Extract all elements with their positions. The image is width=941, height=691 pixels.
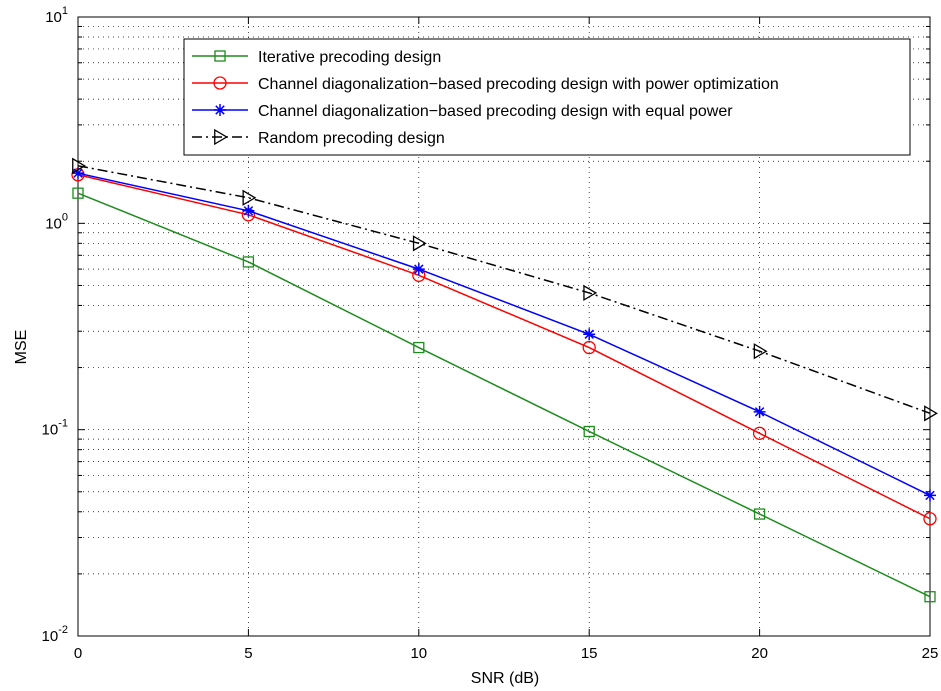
- data-series: [71, 157, 938, 603]
- x-tick-label: 20: [751, 645, 768, 662]
- legend-entry-label: Channel diagonalization−based precoding …: [258, 76, 779, 93]
- x-tick-label: 25: [922, 645, 939, 662]
- x-tick-label: 5: [244, 645, 252, 662]
- marker-square: [242, 256, 255, 268]
- legend: Iterative precoding design Channel diagon…: [183, 38, 911, 156]
- legend-entry-label: Random precoding design: [258, 130, 445, 147]
- y-tick-label: 10-2: [42, 624, 68, 645]
- marker-triangle-right: [72, 157, 86, 174]
- marker-square: [583, 425, 595, 438]
- series-3: [72, 157, 938, 422]
- legend-box: [183, 38, 911, 156]
- marker-star: [753, 405, 766, 418]
- marker-square: [214, 50, 226, 62]
- marker-star: [583, 328, 596, 341]
- series-line: [77, 174, 931, 520]
- marker-star: [412, 263, 425, 276]
- axes-frame: [77, 16, 931, 637]
- x-axis-label: SNR (dB): [471, 670, 539, 687]
- y-tick-label: 10-1: [42, 418, 68, 439]
- marker-circle: [752, 426, 767, 440]
- series-0: [72, 187, 936, 603]
- tick-labels: 0 5 10 15 20 25 101 100 10-1 10-2: [42, 5, 939, 662]
- plot-frame: [77, 16, 931, 637]
- marker-square: [924, 591, 936, 603]
- marker-circle: [923, 512, 937, 526]
- marker-triangle-right: [924, 405, 938, 422]
- marker-star: [924, 489, 936, 502]
- marker-triangle-right: [412, 235, 427, 252]
- y-tick-label: 101: [45, 5, 68, 26]
- y-tick-label: 100: [45, 211, 68, 232]
- legend-entry-label: Iterative precoding design: [258, 49, 441, 66]
- x-tick-label: 0: [74, 645, 82, 662]
- marker-star: [214, 104, 226, 116]
- marker-triangle-right: [753, 343, 768, 360]
- marker-square: [72, 187, 84, 199]
- marker-circle: [582, 340, 596, 355]
- marker-circle: [213, 76, 227, 90]
- marker-triangle-right: [214, 128, 228, 146]
- marker-square: [413, 341, 425, 354]
- marker-star: [242, 204, 255, 217]
- series-line: [77, 165, 931, 415]
- marker-triangle-right: [242, 189, 257, 206]
- series-line: [77, 192, 931, 598]
- marker-star: [72, 167, 84, 180]
- tick-marks: [77, 17, 931, 637]
- x-tick-label: 10: [410, 645, 427, 662]
- y-axis-label: MSE: [13, 330, 30, 365]
- legend-entry-label: Channel diagonalization−based precoding …: [258, 103, 733, 120]
- x-tick-label: 15: [581, 645, 598, 662]
- series-line: [77, 172, 931, 497]
- series-2: [72, 167, 936, 502]
- marker-triangle-right: [583, 284, 598, 302]
- marker-square: [753, 508, 766, 520]
